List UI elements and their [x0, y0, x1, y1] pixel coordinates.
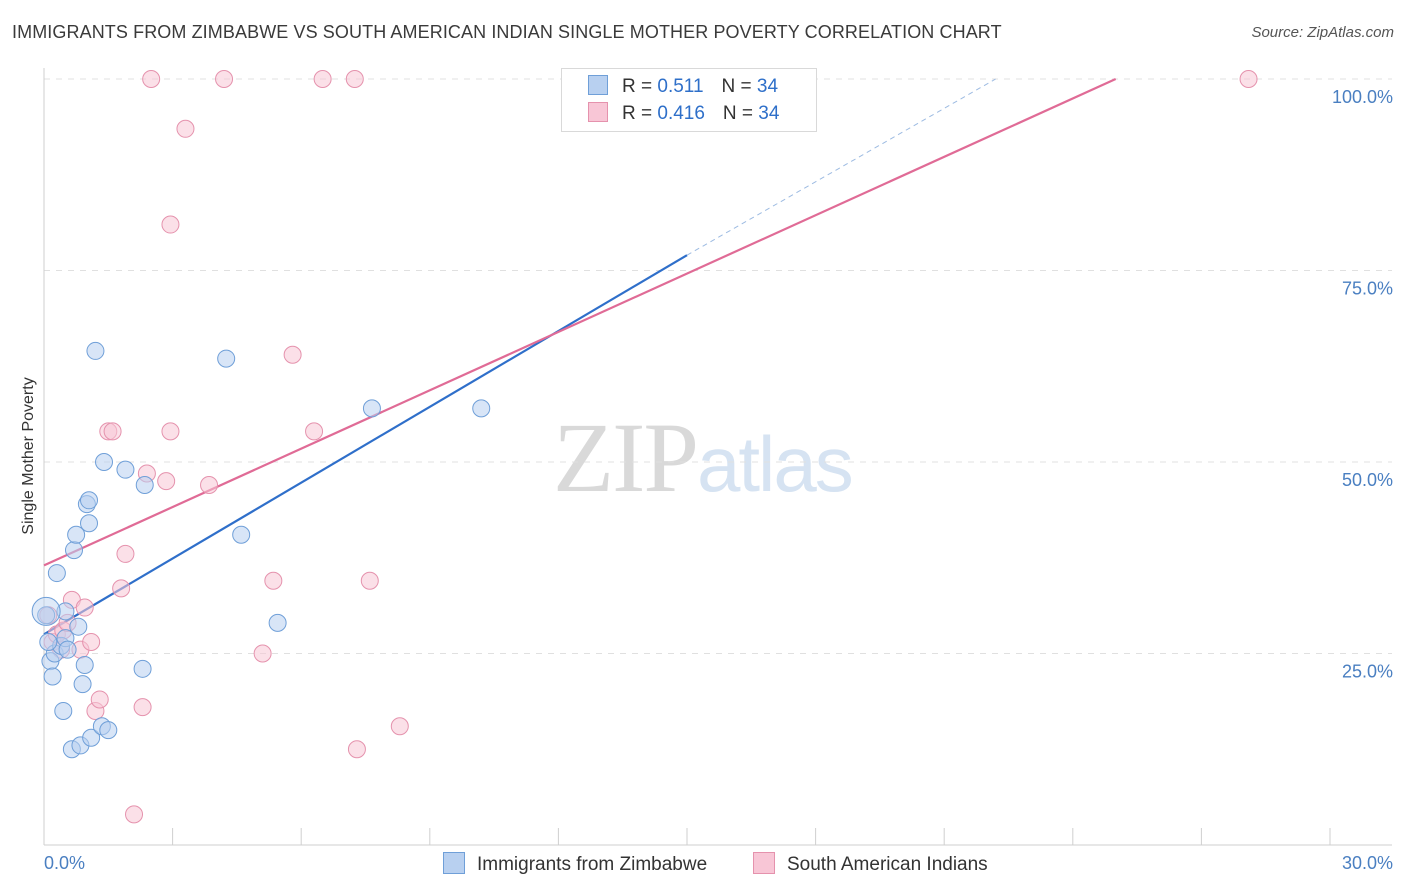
y-tick-label: 25.0%: [1342, 662, 1393, 682]
data-point-zimbabwe: [82, 728, 101, 747]
bottom-legend-swatch-pink: [753, 852, 775, 874]
data-point-south-american: [103, 422, 122, 441]
legend-r-label: R =: [622, 103, 658, 124]
legend-swatch-blue: [588, 75, 608, 95]
data-point-zimbabwe: [232, 525, 251, 544]
legend-row-zimbabwe: R = 0.511 N = 34: [588, 75, 778, 99]
source-label: Source: ZipAtlas.com: [1251, 24, 1394, 41]
data-point-zimbabwe: [217, 349, 236, 368]
data-point-south-american: [1239, 70, 1258, 88]
data-point-zimbabwe: [99, 721, 118, 740]
data-point-south-american: [313, 70, 332, 88]
legend-r-label: R =: [622, 76, 658, 97]
bottom-legend-zimbabwe[interactable]: Immigrants from Zimbabwe: [443, 852, 707, 876]
data-point-zimbabwe: [47, 564, 66, 583]
data-point-zimbabwe: [58, 640, 77, 659]
data-point-zimbabwe: [75, 655, 94, 674]
watermark-zip: ZIP: [553, 402, 699, 513]
legend-swatch-pink: [588, 102, 608, 122]
data-point-zimbabwe: [65, 541, 84, 560]
y-tick-label: 100.0%: [1332, 87, 1393, 107]
bottom-legend-swatch-blue: [443, 852, 465, 874]
trend-line-zimbabwe: [43, 254, 688, 636]
legend-n-label: N =: [721, 76, 757, 97]
data-point-south-american: [264, 571, 283, 590]
data-point-south-american: [161, 215, 180, 234]
x-tick-label: 0.0%: [44, 853, 85, 873]
data-point-zimbabwe-cluster: [31, 596, 61, 626]
data-point-south-american: [215, 70, 234, 88]
data-point-south-american: [161, 422, 180, 441]
axes: [43, 68, 1392, 846]
data-point-zimbabwe: [56, 602, 75, 621]
bottom-legend-south-american[interactable]: South American Indians: [753, 852, 988, 876]
data-point-south-american: [253, 644, 272, 663]
data-point-zimbabwe: [37, 606, 56, 625]
trend-line-south-american: [43, 77, 1117, 567]
legend-r-value: 0.511: [657, 76, 704, 97]
data-point-south-american: [112, 579, 131, 598]
legend-n-value: 34: [756, 76, 779, 97]
bottom-legend-label-zimbabwe: Immigrants from Zimbabwe: [477, 854, 708, 875]
data-point-south-american: [360, 571, 379, 590]
y-tick-label: 50.0%: [1342, 470, 1393, 490]
y-tick-label: 75.0%: [1342, 279, 1393, 299]
legend-row-south-american: R = 0.416 N = 34: [588, 102, 779, 126]
data-point-zimbabwe: [73, 675, 92, 694]
data-point-south-american: [347, 740, 366, 759]
watermark: ZIPatlas: [553, 400, 854, 515]
data-point-south-american: [125, 805, 144, 824]
data-point-zimbabwe: [116, 460, 135, 479]
data-point-south-american: [305, 422, 324, 441]
stats-legend: R = 0.511 N = 34 R = 0.416 N = 34: [561, 68, 817, 132]
data-point-zimbabwe: [135, 475, 154, 494]
data-point-zimbabwe: [472, 399, 491, 418]
data-point-south-american: [157, 472, 176, 491]
data-point-south-american: [90, 690, 109, 709]
tick-labels: 25.0% 50.0% 75.0% 100.0% 0.0% 30.0%: [44, 87, 1393, 873]
data-point-south-american: [200, 475, 219, 494]
data-point-south-american: [390, 717, 409, 736]
data-point-zimbabwe: [80, 491, 99, 510]
legend-n-value: 34: [758, 103, 780, 124]
data-point-south-american: [345, 70, 364, 88]
data-point-zimbabwe: [39, 633, 58, 652]
data-point-zimbabwe: [362, 399, 381, 418]
data-point-zimbabwe: [54, 701, 73, 720]
legend-n-label: N =: [722, 103, 759, 124]
data-point-zimbabwe: [43, 667, 62, 686]
data-point-zimbabwe: [133, 659, 152, 678]
chart-title: IMMIGRANTS FROM ZIMBABWE VS SOUTH AMERIC…: [12, 22, 1002, 42]
bottom-legend-label-south-american: South American Indians: [787, 854, 988, 875]
watermark-atlas: atlas: [697, 420, 854, 508]
data-point-zimbabwe: [95, 453, 114, 471]
data-point-south-american: [176, 119, 195, 138]
data-point-south-american: [283, 345, 302, 364]
data-point-zimbabwe: [268, 613, 287, 632]
data-point-zimbabwe: [80, 514, 99, 533]
x-tick-label: 30.0%: [1342, 853, 1393, 873]
data-point-south-american: [75, 598, 94, 617]
data-points: [31, 70, 1258, 824]
data-point-zimbabwe: [67, 525, 86, 544]
data-point-south-american: [116, 544, 135, 563]
data-point-south-american: [82, 633, 101, 652]
data-point-zimbabwe: [86, 341, 105, 360]
legend-r-value: 0.416: [657, 103, 705, 124]
data-point-south-american: [142, 70, 161, 88]
data-point-south-american: [133, 698, 152, 717]
data-point-zimbabwe: [69, 617, 88, 636]
grid-lines: [44, 78, 1392, 654]
y-axis-label: Single Mother Poverty: [20, 377, 37, 534]
trend-lines: [43, 77, 1117, 636]
